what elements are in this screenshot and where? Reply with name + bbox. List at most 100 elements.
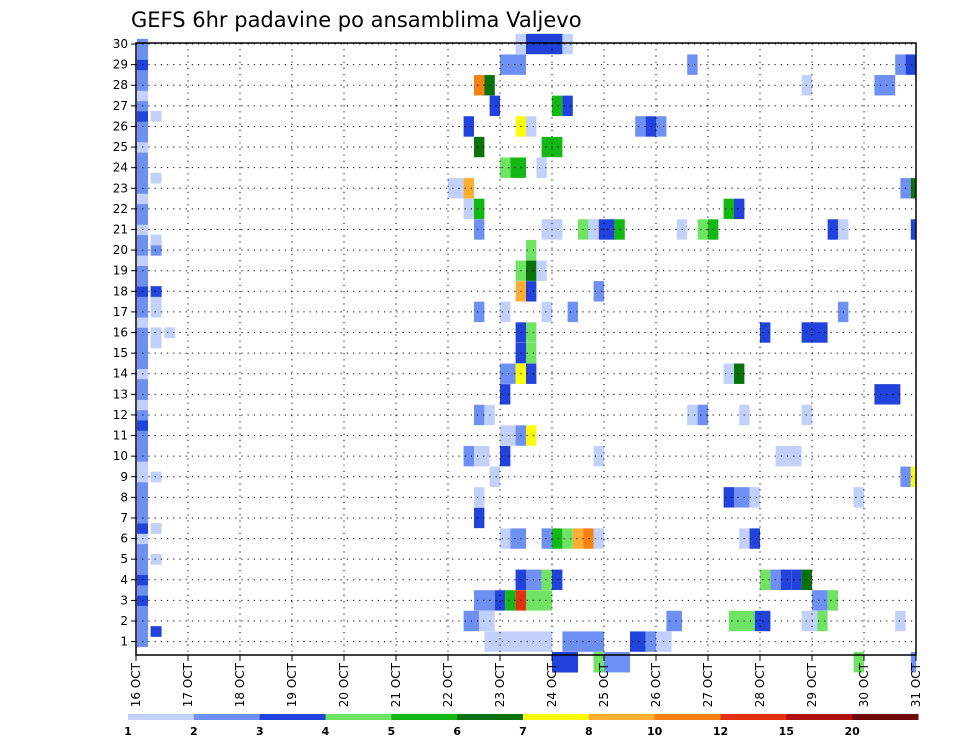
heat-cell — [500, 528, 511, 549]
heat-cell — [775, 445, 802, 467]
heat-cell — [760, 322, 771, 343]
heat-cell — [541, 301, 552, 323]
colorbar-label: 4 — [322, 725, 330, 738]
heat-cell — [150, 471, 162, 483]
heat-cell — [474, 136, 485, 158]
heat-cell — [150, 306, 162, 318]
heat-cell — [500, 384, 511, 405]
y-tick-label: 8 — [120, 490, 128, 504]
heat-cell — [137, 111, 148, 122]
heat-cell — [137, 317, 148, 328]
heat-cell — [505, 590, 516, 611]
heat-cell — [874, 75, 896, 96]
x-tick-label: 26 OCT — [649, 662, 663, 707]
heat-cell — [137, 440, 148, 452]
heat-cell — [150, 626, 162, 637]
heat-cell — [474, 75, 485, 96]
heat-cell — [474, 445, 490, 467]
colorbar-swatch — [259, 714, 326, 720]
x-tick-label: 29 OCT — [805, 662, 819, 707]
x-tick-label: 16 OCT — [129, 662, 143, 707]
heat-cell — [593, 281, 604, 302]
heat-cell — [137, 358, 148, 369]
heat-cell — [827, 590, 838, 611]
heat-cell — [801, 322, 828, 343]
heat-cell — [749, 528, 760, 549]
heat-cell — [812, 590, 828, 611]
colorbar-swatch — [588, 714, 656, 720]
heat-cell — [137, 275, 148, 287]
colorbar-swatch — [457, 714, 524, 720]
heat-cell — [728, 610, 755, 632]
heat-cell — [150, 554, 162, 565]
y-tick-label: 19 — [113, 264, 128, 278]
heat-cell — [723, 363, 734, 384]
heat-cell — [552, 528, 563, 549]
heat-cell — [164, 327, 176, 339]
heat-cell — [734, 198, 745, 220]
heat-cell — [500, 54, 526, 75]
heat-cell — [489, 95, 500, 117]
heat-cell — [910, 178, 916, 199]
x-tick-label: 20 OCT — [337, 662, 351, 707]
heat-cell — [479, 610, 495, 632]
heat-cell — [137, 131, 148, 143]
heat-cell — [895, 54, 906, 75]
heat-cell — [510, 528, 526, 549]
heat-cell — [150, 244, 162, 256]
heat-cell — [853, 487, 864, 508]
y-tick-label: 15 — [113, 346, 128, 360]
heat-cell — [150, 111, 162, 122]
heat-cell — [593, 652, 604, 673]
heat-cell — [484, 631, 552, 652]
colorbar-label: 1 — [124, 725, 132, 738]
colorbar-label: 15 — [779, 725, 794, 738]
heat-cell — [801, 610, 818, 632]
heat-cell — [137, 214, 148, 225]
y-tick-label: 13 — [113, 387, 128, 401]
heat-cell — [526, 260, 537, 281]
x-tick-label: 27 OCT — [701, 662, 715, 707]
heat-cell — [137, 90, 148, 102]
heat-cell — [541, 569, 552, 590]
heat-cell — [697, 219, 708, 240]
y-axis-ticks: 1234567891011121314151617181920212223242… — [113, 37, 136, 649]
x-tick-label: 25 OCT — [597, 662, 611, 707]
colorbar-label: 12 — [713, 725, 728, 738]
heat-cell — [137, 523, 148, 534]
heat-cell — [137, 296, 148, 308]
heat-cell — [150, 286, 162, 297]
y-tick-label: 20 — [113, 243, 128, 257]
colorbar-label: 7 — [519, 725, 527, 738]
heat-cell — [137, 626, 148, 637]
heat-cell — [474, 301, 485, 323]
heat-cell — [137, 255, 148, 266]
chart-title: GEFS 6hr padavine po ansamblima Valjevo — [131, 8, 582, 32]
y-tick-label: 11 — [113, 429, 128, 443]
heat-cell — [526, 322, 537, 343]
heat-cell — [853, 652, 864, 673]
colorbar-swatch — [654, 714, 721, 720]
colorbar-label: 5 — [388, 725, 396, 738]
x-tick-label: 24 OCT — [545, 662, 559, 707]
heat-cell — [687, 54, 698, 75]
heat-cell — [723, 198, 734, 220]
heat-cell — [463, 198, 474, 220]
y-tick-label: 30 — [113, 37, 128, 51]
x-tick-label: 23 OCT — [493, 662, 507, 707]
heat-cell — [137, 152, 148, 163]
y-tick-label: 23 — [113, 181, 128, 195]
y-tick-label: 21 — [113, 222, 128, 236]
heat-cell — [526, 425, 537, 446]
heat-cell — [552, 569, 563, 590]
heat-cell — [510, 157, 526, 178]
x-tick-label: 18 OCT — [233, 662, 247, 707]
y-tick-label: 5 — [120, 552, 128, 566]
x-axis-ticks: 16 OCT 17 OCT 18 OCT 19 OCT 20 OCT 21 OCT 22 O… — [129, 655, 923, 707]
y-tick-label: 9 — [120, 470, 128, 484]
heat-cell — [541, 528, 552, 549]
heat-cell — [526, 239, 537, 261]
heat-cell — [474, 487, 485, 508]
heat-cell — [562, 33, 573, 55]
